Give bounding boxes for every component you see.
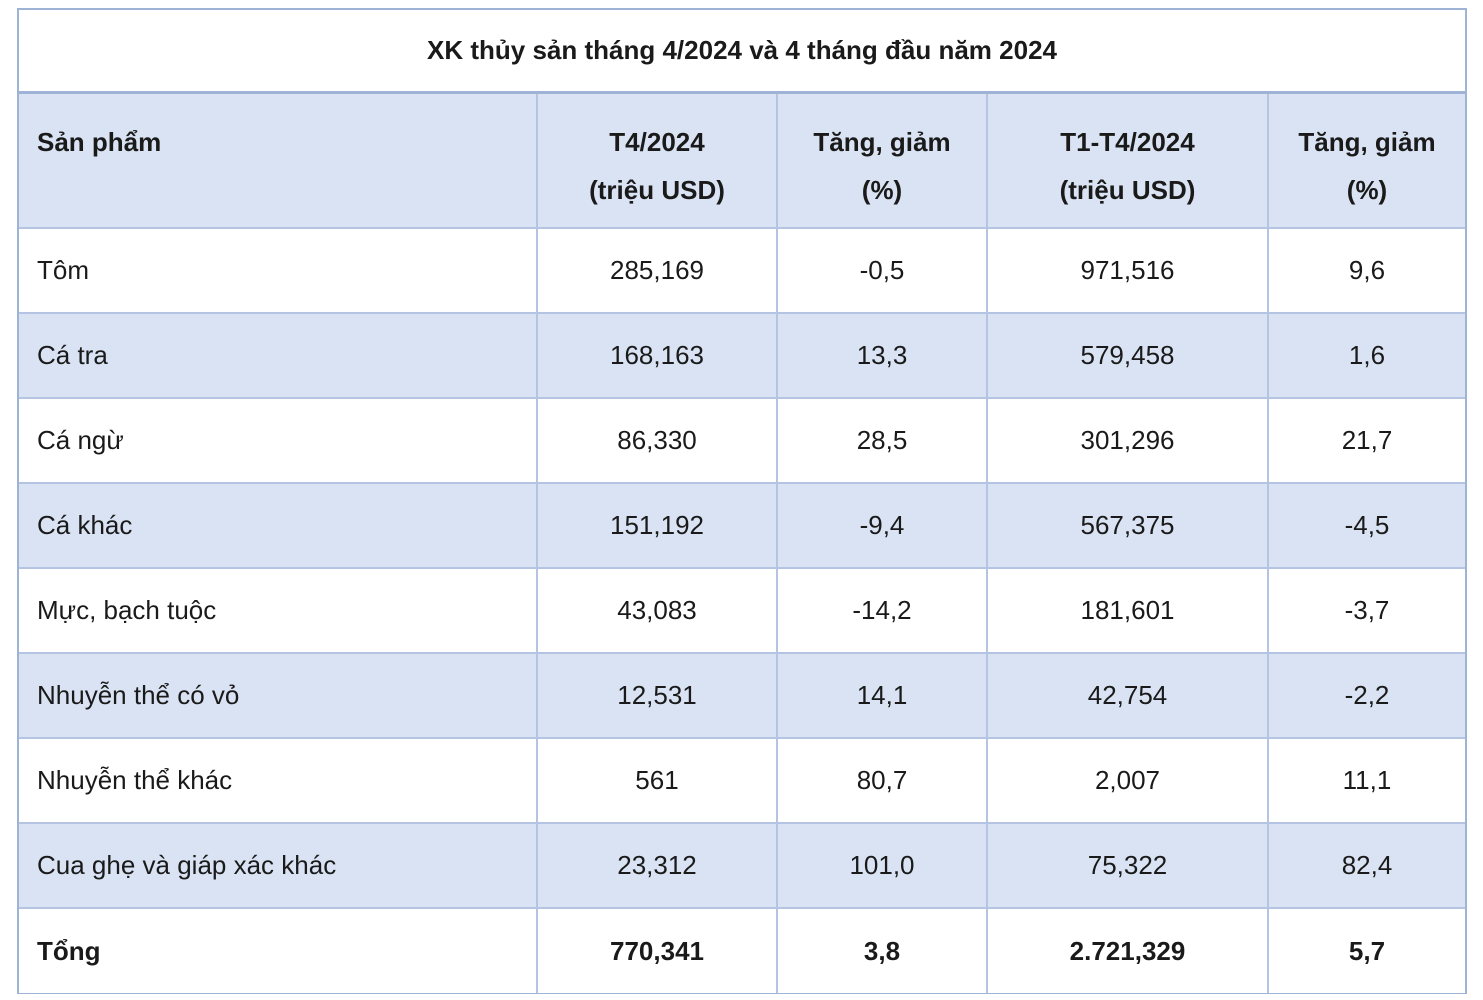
cell-change-ytd: -2,2 xyxy=(1267,652,1465,739)
table-row: Mực, bạch tuộc 43,083 -14,2 181,601 -3,7 xyxy=(19,567,1465,654)
cell-change-ytd: -4,5 xyxy=(1267,482,1465,569)
total-t4: 770,341 xyxy=(536,907,778,993)
header-t4: T4/2024 (triệu USD) xyxy=(536,94,778,229)
cell-change-ytd: 82,4 xyxy=(1267,822,1465,909)
cell-product: Cá tra xyxy=(19,312,538,399)
cell-t4: 43,083 xyxy=(536,567,778,654)
cell-change-t4: -0,5 xyxy=(776,227,988,314)
total-ytd: 2.721,329 xyxy=(986,907,1269,993)
cell-change-ytd: 9,6 xyxy=(1267,227,1465,314)
table-row: Cá khác 151,192 -9,4 567,375 -4,5 xyxy=(19,482,1465,569)
cell-product: Cá khác xyxy=(19,482,538,569)
cell-ytd: 579,458 xyxy=(986,312,1269,399)
cell-ytd: 75,322 xyxy=(986,822,1269,909)
cell-t4: 151,192 xyxy=(536,482,778,569)
cell-ytd: 567,375 xyxy=(986,482,1269,569)
cell-change-ytd: -3,7 xyxy=(1267,567,1465,654)
cell-ytd: 42,754 xyxy=(986,652,1269,739)
table-row: Cua ghẹ và giáp xác khác 23,312 101,0 75… xyxy=(19,822,1465,909)
cell-product: Nhuyễn thể khác xyxy=(19,737,538,824)
cell-change-t4: -9,4 xyxy=(776,482,988,569)
header-ytd: T1-T4/2024 (triệu USD) xyxy=(986,94,1269,229)
cell-ytd: 301,296 xyxy=(986,397,1269,484)
cell-t4: 12,531 xyxy=(536,652,778,739)
table-row: Cá ngừ 86,330 28,5 301,296 21,7 xyxy=(19,397,1465,484)
header-row: Sản phẩm T4/2024 (triệu USD) Tăng, giảm … xyxy=(19,94,1465,229)
cell-t4: 168,163 xyxy=(536,312,778,399)
cell-change-t4: 80,7 xyxy=(776,737,988,824)
cell-product: Cua ghẹ và giáp xác khác xyxy=(19,822,538,909)
cell-product: Mực, bạch tuộc xyxy=(19,567,538,654)
cell-change-t4: 101,0 xyxy=(776,822,988,909)
cell-product: Tôm xyxy=(19,227,538,314)
cell-change-t4: 28,5 xyxy=(776,397,988,484)
header-product: Sản phẩm xyxy=(19,94,538,229)
cell-change-ytd: 11,1 xyxy=(1267,737,1465,824)
cell-change-t4: 14,1 xyxy=(776,652,988,739)
table-title: XK thủy sản tháng 4/2024 và 4 tháng đầu … xyxy=(19,10,1465,94)
total-change-ytd: 5,7 xyxy=(1267,907,1465,993)
header-change-ytd: Tăng, giảm (%) xyxy=(1267,94,1465,229)
table-row: Nhuyễn thể khác 561 80,7 2,007 11,1 xyxy=(19,737,1465,824)
table-row: Tôm 285,169 -0,5 971,516 9,6 xyxy=(19,227,1465,314)
cell-t4: 561 xyxy=(536,737,778,824)
cell-ytd: 2,007 xyxy=(986,737,1269,824)
header-change-t4: Tăng, giảm (%) xyxy=(776,94,988,229)
cell-change-t4: -14,2 xyxy=(776,567,988,654)
total-change-t4: 3,8 xyxy=(776,907,988,993)
cell-product: Nhuyễn thể có vỏ xyxy=(19,652,538,739)
cell-change-ytd: 1,6 xyxy=(1267,312,1465,399)
total-row: Tổng 770,341 3,8 2.721,329 5,7 xyxy=(19,907,1465,993)
export-table: Sản phẩm T4/2024 (triệu USD) Tăng, giảm … xyxy=(19,94,1465,993)
export-table-frame: XK thủy sản tháng 4/2024 và 4 tháng đầu … xyxy=(17,8,1467,994)
cell-ytd: 971,516 xyxy=(986,227,1269,314)
table-row: Cá tra 168,163 13,3 579,458 1,6 xyxy=(19,312,1465,399)
table-row: Nhuyễn thể có vỏ 12,531 14,1 42,754 -2,2 xyxy=(19,652,1465,739)
cell-t4: 86,330 xyxy=(536,397,778,484)
cell-change-ytd: 21,7 xyxy=(1267,397,1465,484)
cell-t4: 23,312 xyxy=(536,822,778,909)
total-label: Tổng xyxy=(19,907,538,993)
cell-t4: 285,169 xyxy=(536,227,778,314)
cell-ytd: 181,601 xyxy=(986,567,1269,654)
cell-product: Cá ngừ xyxy=(19,397,538,484)
cell-change-t4: 13,3 xyxy=(776,312,988,399)
